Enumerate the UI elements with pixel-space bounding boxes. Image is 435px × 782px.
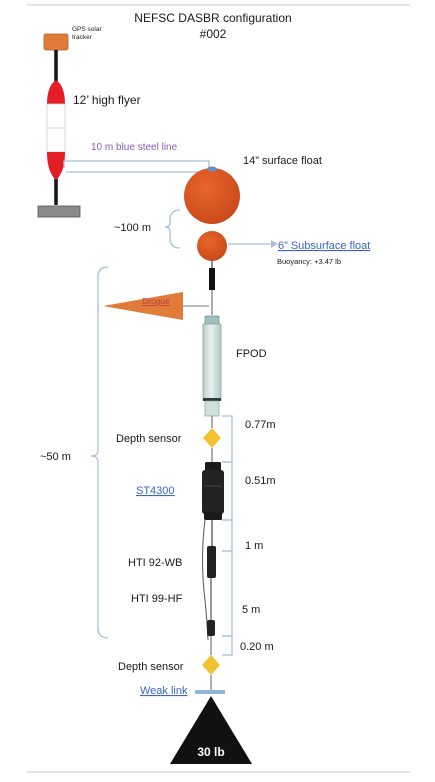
st4300-label: ST4300 bbox=[136, 485, 175, 497]
drogue-label: Drogue bbox=[142, 296, 170, 306]
gps-tracker-label-1: GPS solar bbox=[72, 26, 102, 33]
weak-link bbox=[195, 690, 225, 694]
surface-float-label: 14” surface float bbox=[243, 155, 322, 167]
depth-sensor-top-label: Depth sensor bbox=[116, 433, 182, 445]
depth-50m-label: ~50 m bbox=[40, 451, 71, 463]
depth-sensor-top bbox=[203, 428, 221, 448]
dist-5m-label: 5 m bbox=[242, 604, 260, 616]
bracket-5m bbox=[222, 550, 233, 637]
hti-99-hydrophone bbox=[207, 620, 215, 636]
bracket-020 bbox=[222, 635, 233, 656]
brace-100m bbox=[164, 209, 181, 249]
surface-float bbox=[184, 168, 240, 224]
blue-steel-line-label: 10 m blue steel line bbox=[91, 142, 178, 153]
depth-100m-label: ~100 m bbox=[114, 222, 151, 234]
subsurface-float bbox=[197, 231, 227, 261]
hti-99-label: HTI 99-HF bbox=[131, 593, 183, 605]
depth-sensor-bottom bbox=[202, 655, 220, 675]
fpod-top-cap bbox=[204, 315, 220, 325]
subsurface-float-label: 6” Subsurface float bbox=[278, 240, 370, 252]
fpod-label: FPOD bbox=[236, 348, 267, 360]
blue-steel-line-bracket bbox=[63, 160, 210, 168]
drogue bbox=[103, 292, 183, 320]
dist-1m-label: 1 m bbox=[245, 540, 263, 552]
subsurface-pointer-arrow bbox=[271, 240, 278, 248]
depth-sensor-bottom-label: Depth sensor bbox=[118, 661, 184, 673]
flyer-float-bottom-red bbox=[47, 152, 65, 180]
title-line-1: NEFSC DASBR configuration bbox=[134, 11, 291, 25]
flyer-float-white-1 bbox=[46, 103, 66, 129]
high-flyer-label: 12’ high flyer bbox=[73, 93, 141, 107]
dist-077-label: 0.77m bbox=[245, 419, 276, 431]
high-flyer-assembly bbox=[37, 33, 81, 218]
bracket-077 bbox=[222, 415, 233, 463]
gps-solar-tracker bbox=[43, 33, 69, 51]
flyer-base-weight bbox=[37, 205, 81, 218]
flyer-float-white-2 bbox=[46, 127, 66, 153]
flyer-float-top-red bbox=[47, 80, 65, 104]
weak-link-label: Weak link bbox=[140, 685, 188, 697]
title-line-2: #002 bbox=[200, 27, 227, 41]
st4300-recorder bbox=[202, 462, 224, 520]
fpod-band bbox=[203, 398, 221, 401]
brace-50m bbox=[90, 266, 109, 639]
dist-020-label: 0.20 m bbox=[240, 641, 274, 653]
gps-tracker-label-2: tracker bbox=[72, 34, 93, 41]
hti-92-hydrophone bbox=[207, 546, 216, 578]
surface-float-cap bbox=[207, 166, 217, 172]
anchor-weight-label: 30 lb bbox=[197, 745, 224, 759]
bracket-1m bbox=[222, 519, 233, 552]
black-connector bbox=[209, 268, 215, 290]
fpod-bottom-cap bbox=[204, 400, 220, 417]
anchor-weight bbox=[170, 696, 252, 764]
fpod-body bbox=[202, 323, 222, 401]
buoyancy-label: Buoyancy: +3.47 lb bbox=[277, 257, 341, 266]
dist-051-label: 0.51m bbox=[245, 475, 276, 487]
hti-92-label: HTI 92-WB bbox=[128, 557, 182, 569]
